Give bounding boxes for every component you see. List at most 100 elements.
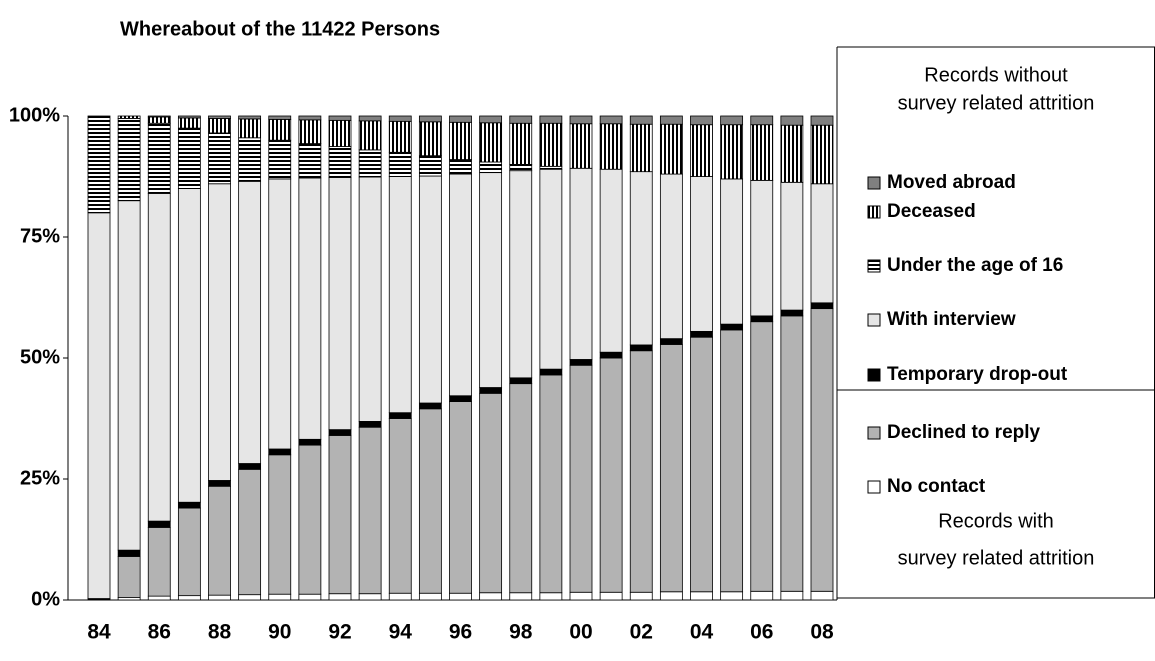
y-tick-label: 50% xyxy=(20,346,60,368)
bar-segment xyxy=(629,171,653,346)
bar-segment xyxy=(328,429,352,436)
bar-segment xyxy=(449,395,472,402)
bar-segment xyxy=(599,357,623,593)
bar-segment xyxy=(268,593,292,601)
chart-title: Whereabout of the 11422 Persons xyxy=(120,18,440,40)
bar-segment xyxy=(298,593,322,601)
bar-segment xyxy=(720,323,744,331)
bar-segment xyxy=(418,402,442,410)
bar-segment xyxy=(569,167,593,360)
bar-segment xyxy=(629,123,653,173)
bar-segment xyxy=(388,176,412,414)
bar-segment xyxy=(659,173,683,340)
bar-segment xyxy=(449,115,472,123)
bar-segment xyxy=(479,161,503,174)
bar-segment xyxy=(388,412,412,419)
bar-segment xyxy=(690,336,713,593)
bar-segment xyxy=(539,165,563,170)
bar-segment xyxy=(810,183,834,304)
bar-segment xyxy=(479,122,503,163)
bar-segment xyxy=(449,159,472,175)
bar-segment xyxy=(569,359,593,366)
bar-segment xyxy=(810,308,834,592)
bar-segment xyxy=(720,178,744,325)
bar-segment xyxy=(720,115,744,126)
bar-segment xyxy=(690,124,713,177)
y-tick-label: 75% xyxy=(20,225,60,247)
bar-segment xyxy=(629,115,653,125)
bar-segment xyxy=(87,212,111,599)
bar-segment xyxy=(298,438,322,446)
bar-segment xyxy=(449,401,472,594)
bar-segment xyxy=(599,123,623,170)
legend-label: Deceased xyxy=(887,201,976,222)
bar-segment xyxy=(569,591,593,601)
x-tick-label: 98 xyxy=(509,621,533,644)
bar-segment xyxy=(629,350,653,593)
bar-segment xyxy=(780,124,804,183)
bar-segment xyxy=(539,122,563,167)
bar-segment xyxy=(750,321,774,592)
bar-segment xyxy=(449,121,472,160)
bar-segment xyxy=(238,468,262,596)
bar-segment xyxy=(388,418,412,594)
x-tick-label: 88 xyxy=(208,621,232,644)
bar-segment xyxy=(147,193,171,522)
bar-segment xyxy=(659,338,683,345)
bar-segment xyxy=(629,591,653,601)
bar-segment xyxy=(720,591,744,601)
bar-segment xyxy=(479,115,503,124)
bar-segment xyxy=(147,122,171,194)
bar-segment xyxy=(569,364,593,593)
bar-segment xyxy=(208,594,231,601)
bar-segment xyxy=(750,179,774,317)
bar-segment xyxy=(569,115,593,125)
bar-segment xyxy=(479,387,503,394)
bar-segment xyxy=(599,351,623,359)
bar-segment xyxy=(388,115,412,122)
bar-segment xyxy=(780,590,804,601)
legend-label: Under the age of 16 xyxy=(887,255,1063,276)
bar-segment xyxy=(358,115,382,122)
bar-segment xyxy=(810,590,834,601)
bar-segment xyxy=(388,592,412,601)
bar-segment xyxy=(388,120,412,153)
bar-segment xyxy=(147,527,171,597)
bar-segment xyxy=(238,594,262,601)
bar-segment xyxy=(177,127,201,190)
bar-segment xyxy=(750,115,774,126)
bar-segment xyxy=(539,368,563,376)
bar-segment xyxy=(780,315,804,592)
x-tick-label: 06 xyxy=(750,621,773,644)
bar-segment xyxy=(177,115,201,119)
x-tick-label: 08 xyxy=(810,621,834,644)
bar-segment xyxy=(418,408,442,594)
bar-segment xyxy=(208,132,231,185)
bar-segment xyxy=(418,155,442,177)
bar-segment xyxy=(509,163,533,172)
legend-label: Declined to reply xyxy=(887,422,1041,443)
x-tick-label: 00 xyxy=(569,621,592,644)
bar-segment xyxy=(780,115,804,126)
bar-segment xyxy=(509,115,533,124)
bar-segment xyxy=(328,435,352,595)
bar-segment xyxy=(117,200,141,551)
bar-segment xyxy=(418,115,442,123)
bar-segment xyxy=(87,115,111,214)
bar-segment xyxy=(177,188,201,503)
bar-segment xyxy=(690,591,713,601)
bar-segment xyxy=(539,592,563,601)
bar-segment xyxy=(177,595,201,601)
bar-segment xyxy=(629,344,653,352)
bar-segment xyxy=(509,170,533,379)
bar-segment xyxy=(328,119,352,147)
bar-segment xyxy=(147,116,171,124)
annotation: survey related attrition xyxy=(898,547,1095,569)
legend-swatch xyxy=(867,426,881,440)
bar-segment xyxy=(479,592,503,601)
bar-segment xyxy=(720,124,744,180)
bar-segment xyxy=(208,183,231,481)
x-tick-label: 92 xyxy=(328,621,351,644)
bar-segment xyxy=(358,426,382,595)
